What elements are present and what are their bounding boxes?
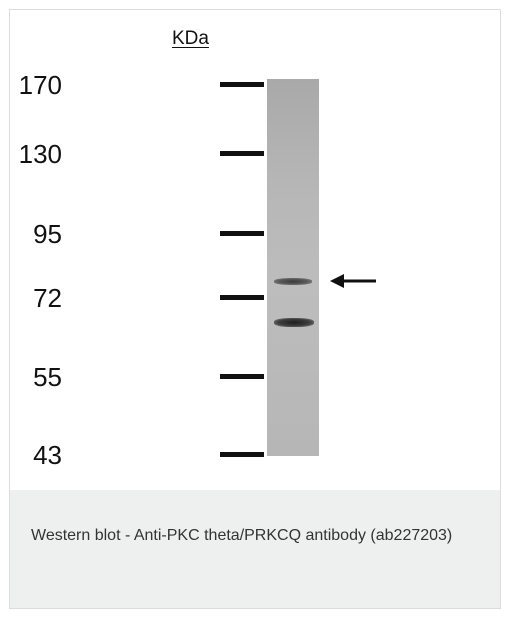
marker-55: 55 (10, 357, 270, 397)
marker-tick (220, 374, 264, 379)
marker-label: 43 (33, 440, 62, 470)
left-arrow-icon (330, 274, 376, 288)
image-card: KDa 170 130 95 72 55 43 (9, 9, 501, 609)
marker-tick (220, 295, 264, 300)
protein-band-lower (274, 318, 314, 327)
marker-label: 55 (33, 362, 62, 392)
caption-panel: Western blot - Anti-PKC theta/PRKCQ anti… (10, 490, 500, 608)
marker-tick (220, 151, 264, 156)
marker-tick (220, 452, 264, 457)
gel-lane (267, 79, 319, 456)
marker-tick (220, 231, 264, 236)
protein-band-upper (274, 278, 312, 285)
marker-130: 130 (10, 134, 270, 174)
caption-text: Western blot - Anti-PKC theta/PRKCQ anti… (31, 527, 453, 544)
marker-label: 130 (18, 139, 62, 169)
unit-label: KDa (172, 28, 209, 49)
marker-label: 95 (33, 219, 62, 249)
marker-label: 72 (33, 283, 62, 313)
western-blot-figure: KDa 170 130 95 72 55 43 (10, 10, 500, 490)
marker-170: 170 (10, 65, 270, 105)
marker-43: 43 (10, 435, 270, 475)
marker-95: 95 (10, 214, 270, 254)
marker-tick (220, 82, 264, 87)
marker-label: 170 (18, 70, 62, 100)
marker-72: 72 (10, 278, 270, 318)
